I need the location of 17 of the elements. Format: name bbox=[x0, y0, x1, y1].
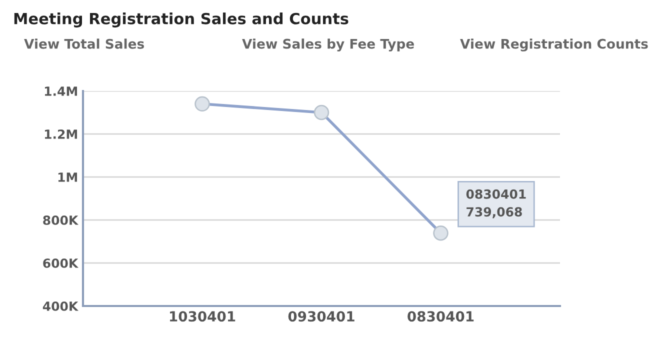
text: View Sales by Fee Type bbox=[242, 38, 414, 52]
x-tick-label: 0930401 bbox=[288, 311, 354, 322]
y-tick-label: 1.2M bbox=[44, 129, 77, 139]
y-tick-label: 400K bbox=[42, 301, 79, 311]
text: View Registration Counts bbox=[460, 38, 648, 52]
x-tick-label: 1030401 bbox=[170, 311, 236, 322]
chart-title: Meeting Registration Sales and Counts bbox=[14, 12, 348, 28]
y-tick-label: 600K bbox=[43, 258, 79, 268]
y-tick-label: 800K bbox=[43, 215, 79, 225]
y-tick-label: 1M bbox=[58, 172, 77, 182]
point bbox=[314, 104, 330, 120]
y-tick-label: 1.4M bbox=[44, 86, 77, 96]
x-tick-label: 0830401 bbox=[408, 311, 474, 322]
text: View Total Sales bbox=[24, 38, 144, 49]
annotation: 0830401 739,068 bbox=[466, 189, 526, 218]
point bbox=[433, 225, 448, 241]
point bbox=[194, 96, 210, 112]
